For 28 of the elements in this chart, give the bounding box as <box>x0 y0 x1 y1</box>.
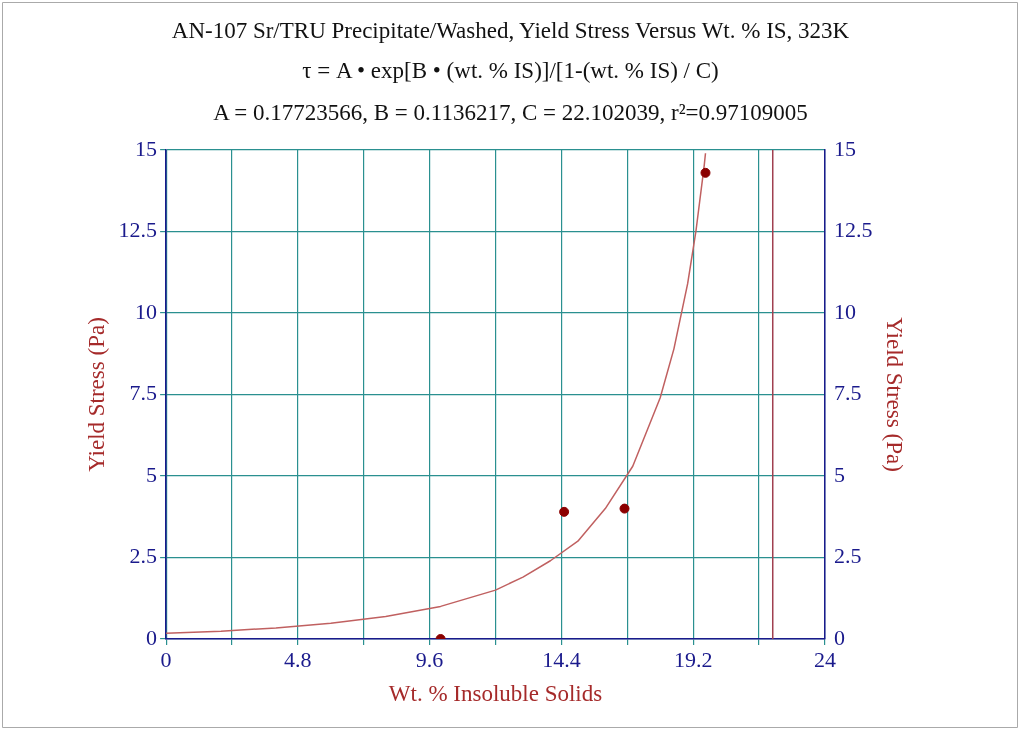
x-tick-label: 9.6 <box>415 646 444 672</box>
y2-axis-title: Yield Stress (Pa) <box>882 317 908 472</box>
y2-tick-label: 2.5 <box>833 543 862 569</box>
y2-tick-label: 12.5 <box>833 217 873 243</box>
y-tick-label: 2.5 <box>129 543 158 569</box>
y-axis-title: Yield Stress (Pa) <box>83 317 109 472</box>
y2-tick-label: 10 <box>833 298 856 324</box>
y2-tick-label: 15 <box>833 135 856 161</box>
y-tick-label: 12.5 <box>118 217 158 243</box>
x-tick-label: 19.2 <box>673 646 713 672</box>
y-tick-label: 5 <box>146 461 158 487</box>
x-tick-label: 24 <box>813 646 836 672</box>
y2-tick-label: 0 <box>833 624 845 650</box>
text: A = 0.17723566, B = 0.1136217, C = 22.102039, r²=0.97109005 <box>212 100 809 126</box>
y-tick-label: 15 <box>135 135 158 161</box>
y2-tick-label: 7.5 <box>833 380 862 406</box>
y-tick-label: 10 <box>135 298 158 324</box>
x-tick-label: 4.8 <box>284 646 312 672</box>
y-tick-label: 0 <box>146 624 158 650</box>
x-axis-title: Wt. % Insoluble Solids <box>388 681 603 707</box>
point <box>619 503 630 514</box>
chart-title: AN-107 Sr/TRU Precipitate/Washed, Yield Stress Versus Wt. % IS, 323K <box>170 18 851 44</box>
chart-subtitle: τ = A • exp[B • (wt. % IS)]/[1-(wt. % IS) / C) <box>301 58 720 84</box>
x-tick-label: 14.4 <box>542 646 581 672</box>
point <box>559 506 570 517</box>
point <box>700 167 711 178</box>
y2-tick-label: 5 <box>833 461 845 487</box>
y-tick-label: 7.5 <box>129 380 158 406</box>
